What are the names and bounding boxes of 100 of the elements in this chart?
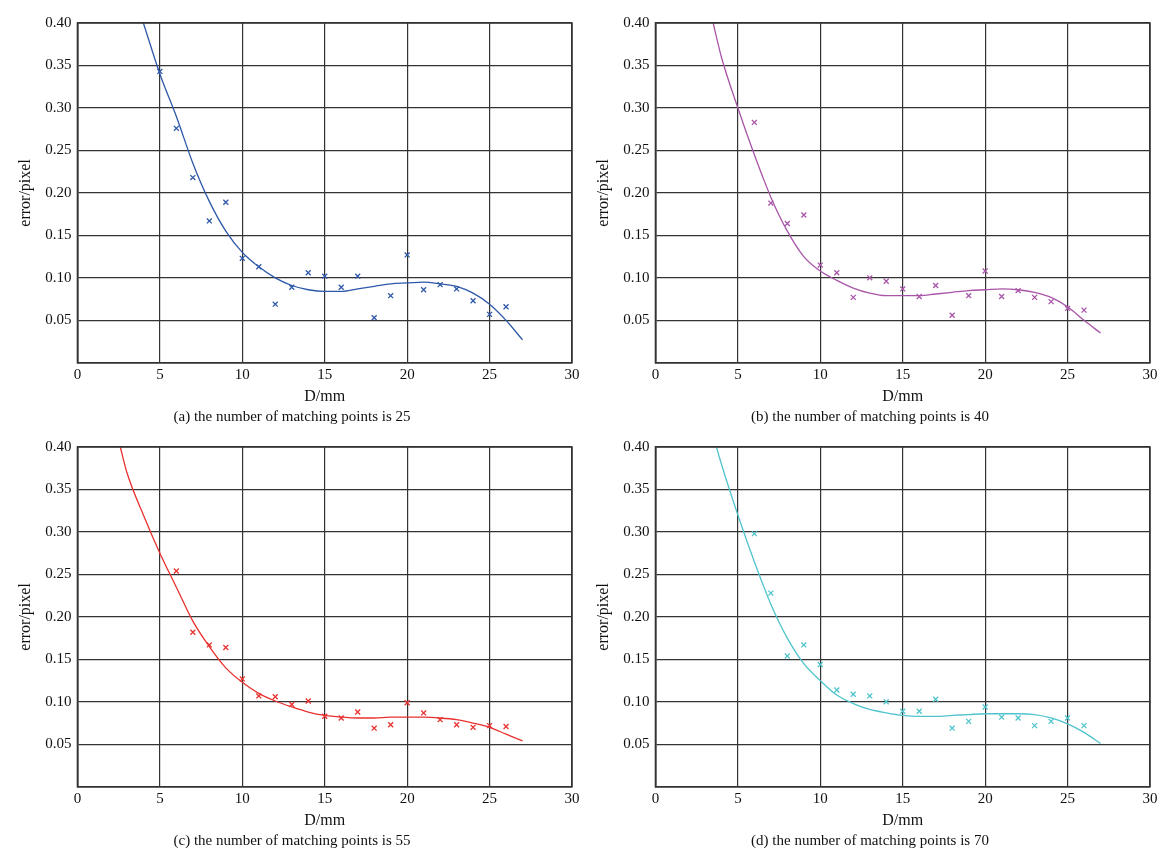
point bbox=[156, 68, 163, 75]
y-tick-label: 0.15 bbox=[45, 226, 72, 243]
point bbox=[800, 211, 807, 219]
point bbox=[502, 723, 510, 730]
point bbox=[932, 282, 939, 289]
point bbox=[404, 699, 411, 706]
y-tick-label: 0.30 bbox=[623, 522, 650, 539]
y-tick-label: 0.35 bbox=[45, 56, 72, 73]
x-tick-label: 20 bbox=[399, 365, 415, 382]
point bbox=[321, 273, 328, 280]
point bbox=[916, 293, 923, 300]
point bbox=[1015, 714, 1022, 722]
y-tick-label: 0.10 bbox=[45, 692, 72, 709]
x-tick-label: 10 bbox=[234, 365, 250, 382]
point bbox=[420, 709, 427, 717]
y-tick-label: 0.25 bbox=[623, 565, 650, 582]
line-series bbox=[715, 447, 1102, 745]
point bbox=[899, 708, 906, 715]
point bbox=[817, 261, 824, 269]
point bbox=[1080, 722, 1088, 729]
x-tick-label: 25 bbox=[482, 365, 498, 382]
point bbox=[982, 703, 989, 711]
point bbox=[1047, 298, 1055, 305]
point bbox=[453, 285, 460, 293]
y-tick-label: 0.40 bbox=[45, 13, 72, 30]
x-tick-label: 30 bbox=[1142, 365, 1158, 382]
y-tick-label: 0.10 bbox=[45, 268, 72, 285]
point bbox=[272, 301, 279, 308]
y-axis-title: error/pixel bbox=[593, 582, 612, 651]
text: (b) the number of matching points is 40 bbox=[751, 407, 989, 425]
x-tick-label: 30 bbox=[564, 789, 580, 806]
y-tick-label: 0.25 bbox=[623, 141, 650, 158]
point bbox=[305, 697, 312, 705]
x-tick-label: 25 bbox=[482, 789, 498, 806]
point bbox=[784, 652, 791, 660]
y-tick-label: 0.20 bbox=[45, 183, 72, 200]
point bbox=[784, 220, 791, 227]
line-series bbox=[712, 23, 1102, 334]
x-tick-label: 30 bbox=[1142, 789, 1158, 806]
point bbox=[354, 273, 361, 280]
x-axis-title: D/mm bbox=[882, 386, 924, 404]
point bbox=[800, 641, 807, 649]
point bbox=[338, 714, 345, 722]
y-tick-label: 0.05 bbox=[623, 311, 650, 328]
y-tick-label: 0.05 bbox=[45, 735, 72, 752]
x-tick-label: 0 bbox=[651, 365, 660, 382]
point bbox=[453, 721, 460, 728]
x-tick-label: 5 bbox=[734, 365, 742, 382]
x-tick-label: 0 bbox=[651, 789, 660, 806]
y-tick-label: 0.15 bbox=[623, 650, 650, 667]
x-tick-label: 10 bbox=[234, 789, 250, 806]
line-series bbox=[119, 447, 524, 742]
text: (a) the number of matching points is 25 bbox=[173, 407, 411, 425]
point bbox=[239, 675, 246, 683]
y-axis-title: error/pixel bbox=[15, 582, 34, 651]
x-tick-label: 20 bbox=[977, 365, 993, 382]
y-tick-label: 0.35 bbox=[623, 480, 650, 497]
y-tick-label: 0.20 bbox=[623, 607, 650, 624]
point bbox=[866, 274, 873, 281]
point bbox=[354, 708, 361, 716]
x-tick-label: 10 bbox=[812, 365, 828, 382]
x-tick-label: 15 bbox=[317, 789, 333, 806]
y-tick-label: 0.25 bbox=[45, 141, 72, 158]
y-tick-label: 0.25 bbox=[45, 565, 72, 582]
x-tick-label: 25 bbox=[1060, 789, 1076, 806]
point bbox=[206, 641, 213, 649]
y-tick-label: 0.10 bbox=[623, 268, 650, 285]
point bbox=[288, 701, 295, 708]
point bbox=[1064, 714, 1071, 722]
point bbox=[502, 303, 510, 310]
y-axis-title: error/pixel bbox=[15, 158, 34, 227]
y-tick-label: 0.20 bbox=[45, 607, 72, 624]
x-axis-title: D/mm bbox=[304, 386, 346, 404]
y-tick-label: 0.30 bbox=[45, 98, 72, 115]
x-tick-label: 30 bbox=[564, 365, 580, 382]
point bbox=[420, 286, 427, 293]
y-tick-label: 0.40 bbox=[45, 437, 72, 454]
point bbox=[1080, 307, 1088, 314]
y-axis-title: error/pixel bbox=[593, 158, 612, 227]
y-tick-label: 0.10 bbox=[623, 692, 650, 709]
x-tick-label: 0 bbox=[73, 365, 82, 382]
point bbox=[833, 686, 840, 694]
point bbox=[883, 698, 890, 705]
point bbox=[469, 297, 477, 304]
text: (d) the number of matching points is 70 bbox=[751, 831, 989, 849]
point bbox=[1047, 718, 1055, 725]
point bbox=[850, 294, 857, 301]
line-series bbox=[142, 23, 524, 341]
x-tick-label: 0 bbox=[73, 789, 82, 806]
point bbox=[173, 567, 180, 575]
x-tick-label: 10 bbox=[812, 789, 828, 806]
point bbox=[998, 714, 1005, 721]
point bbox=[817, 661, 824, 668]
point bbox=[998, 293, 1005, 300]
x-tick-label: 15 bbox=[895, 789, 911, 806]
point bbox=[437, 281, 444, 288]
x-axis-title: D/mm bbox=[304, 810, 346, 828]
x-tick-label: 20 bbox=[977, 789, 993, 806]
point bbox=[387, 721, 394, 728]
x-tick-label: 25 bbox=[1060, 365, 1076, 382]
